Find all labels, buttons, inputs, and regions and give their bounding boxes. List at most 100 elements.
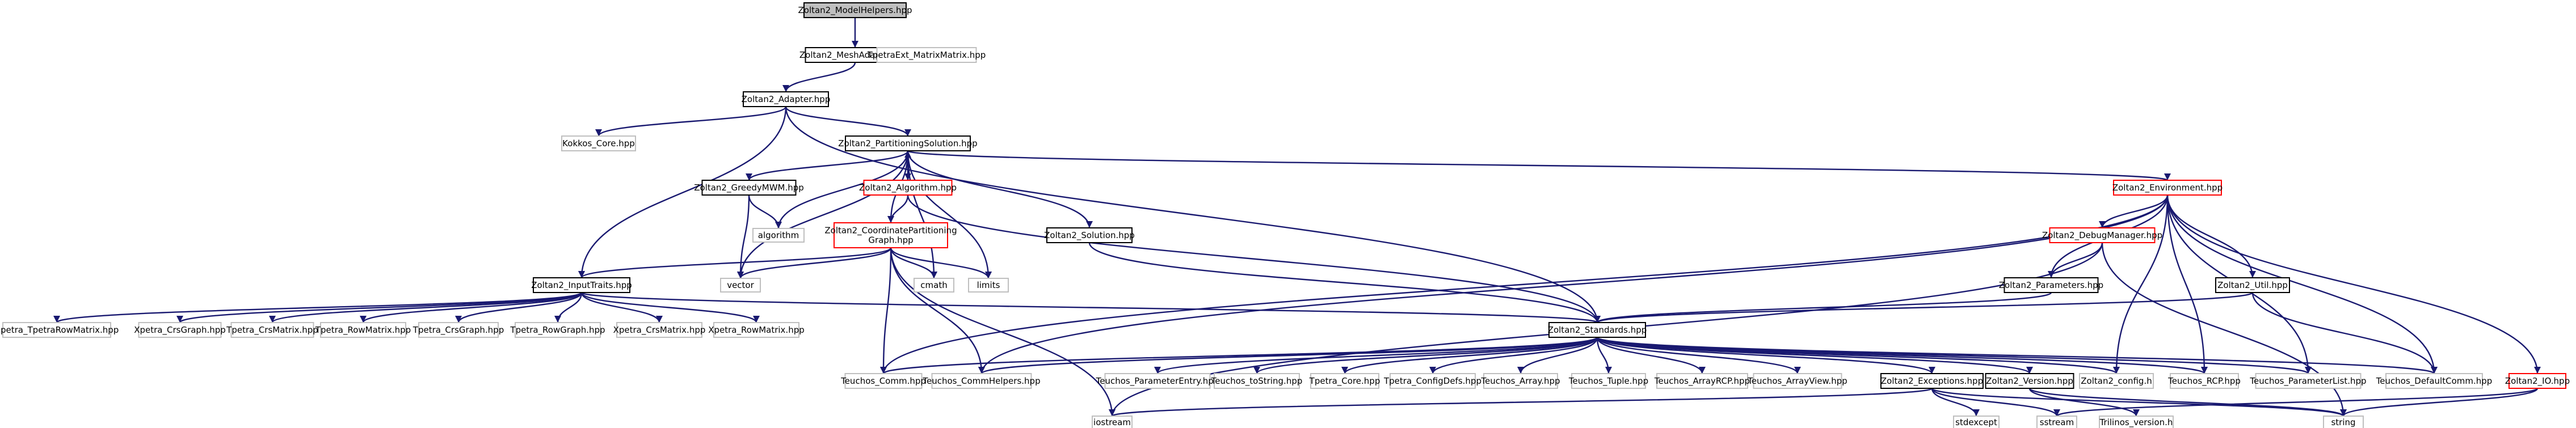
node-parameters[interactable]: Zoltan2_Parameters.hpp (1999, 277, 2103, 293)
node-config: Zoltan2_config.h (2079, 373, 2154, 389)
node-label: Teuchos_Tuple.hpp (1568, 376, 1648, 387)
node-box (1046, 227, 1133, 243)
node-standards[interactable]: Zoltan2_Standards.hpp (1548, 322, 1647, 338)
node-box (1390, 373, 1476, 389)
node-label: Tpetra_CrsGraph.hpp (413, 325, 504, 336)
node-box (2079, 373, 2154, 389)
node-box (803, 2, 907, 18)
dependency-edge (746, 150, 909, 181)
node-box (230, 322, 314, 338)
node-box (720, 278, 761, 293)
node-label: algorithm (758, 230, 799, 240)
node-label: Zoltan2_GreedyMWM.hpp (694, 183, 804, 193)
node-label: limits (977, 280, 1000, 290)
node-algorithm: algorithm (752, 228, 805, 243)
dependency-edge (554, 292, 583, 323)
dependency-edge (907, 150, 992, 279)
node-solution[interactable]: Zoltan2_Solution.hpp (1044, 227, 1135, 243)
dependency-edge (1931, 388, 1980, 417)
dependency-edge (1109, 387, 1933, 417)
dependency-edge (890, 247, 992, 279)
node-label: Zoltan2_Parameters.hpp (1999, 280, 2103, 291)
node-box (2385, 373, 2483, 389)
dependency-edge (2166, 194, 2438, 374)
dependency-edge (578, 247, 892, 279)
dependency-edge (455, 292, 583, 323)
dependency-edge (737, 247, 892, 279)
node-version[interactable]: Zoltan2_Version.hpp (1985, 373, 2074, 389)
node-box (1571, 373, 1646, 389)
node-label: Zoltan2_Version.hpp (1986, 376, 2073, 387)
node-box (863, 180, 953, 196)
dependency-edge (1596, 336, 2438, 375)
node-io[interactable]: Zoltan2_IO.hpp (2505, 373, 2570, 389)
node-box (845, 135, 971, 151)
node-label: stdexcept (1955, 417, 1997, 427)
node-stdexcept: stdexcept (1953, 416, 2000, 428)
dependency-edge (360, 292, 583, 323)
node-paramentry: Teuchos_ParameterEntry.hpp (1096, 373, 1219, 389)
node-t-rowm: Tpetra_RowMatrix.hpp (315, 322, 411, 338)
node-iostream: iostream (1092, 416, 1133, 428)
dependency-edge (2340, 388, 2539, 417)
node-label: Teuchos_Comm.hpp (840, 376, 926, 387)
node-exceptions[interactable]: Zoltan2_Exceptions.hpp (1880, 373, 1984, 389)
node-label: Tpetra_ConfigDefs.hpp (1383, 376, 1481, 387)
edge-layer (53, 17, 2541, 417)
dependency-edge (176, 291, 583, 324)
dependency-edge (1429, 337, 1598, 374)
node-x-rowm: Xpetra_RowMatrix.hpp (708, 322, 805, 338)
node-box (1880, 373, 1984, 389)
node-box (1548, 322, 1646, 338)
node-box (533, 277, 630, 293)
node-cmath: cmath (914, 278, 954, 293)
dependency-edge (2113, 194, 2169, 374)
dependency-edge (2251, 292, 2438, 374)
dependency-edge (907, 150, 1093, 228)
node-vector: vector (720, 278, 761, 293)
node-algorithm-h[interactable]: Zoltan2_Algorithm.hpp (859, 180, 957, 196)
dependency-edge (1253, 337, 1598, 374)
dependency-edge (269, 291, 583, 324)
node-box (701, 180, 797, 196)
node-box (2049, 227, 2156, 243)
node-arrayrcp: Teuchos_ArrayRCP.hpp (1654, 373, 1750, 389)
node-rcp: Teuchos_RCP.hpp (2167, 373, 2241, 389)
node-inputtraits[interactable]: Zoltan2_InputTraits.hpp (531, 277, 632, 293)
node-label: Zoltan2_config.h (2081, 376, 2152, 387)
node-x-tcrs: Xpetra_TpetraRowMatrix.hpp (0, 322, 119, 338)
dependency-edge (782, 62, 856, 92)
dependency-edge (890, 247, 937, 279)
node-box (616, 322, 702, 338)
node-environment[interactable]: Zoltan2_Environment.hpp (2112, 180, 2223, 196)
node-debugmgr[interactable]: Zoltan2_DebugManager.hpp (2042, 227, 2162, 243)
node-util[interactable]: Zoltan2_Util.hpp (2215, 277, 2290, 293)
node-label: Zoltan2_Standards.hpp (1548, 325, 1647, 336)
dependency-edge (907, 150, 2170, 181)
node-trilinos: Trilinos_version.h (2099, 416, 2174, 428)
dependency-edge (2028, 387, 2347, 417)
node-label: Zoltan2_Environment.hpp (2112, 183, 2223, 193)
node-label: cmath (920, 280, 947, 290)
node-label: Tpetra_RowMatrix.hpp (315, 325, 411, 336)
node-tpetraext: TpetraExt_MatrixMatrix.hpp (867, 47, 986, 63)
node-box (713, 322, 799, 338)
node-tostring: Teuchos_toString.hpp (1211, 373, 1302, 389)
node-modelhelpers[interactable]: Zoltan2_ModelHelpers.hpp (798, 2, 912, 18)
node-partsol[interactable]: Zoltan2_PartitioningSolution.hpp (838, 135, 978, 151)
node-label: Tpetra_RowGraph.hpp (510, 325, 605, 336)
node-label: Teuchos_ArrayView.hpp (1747, 376, 1847, 387)
node-greedy[interactable]: Zoltan2_GreedyMWM.hpp (694, 180, 804, 196)
node-label: Graph.hpp (868, 235, 913, 245)
dependency-edge (2166, 194, 2208, 374)
node-adapter[interactable]: Zoltan2_Adapter.hpp (742, 91, 831, 107)
node-label: Zoltan2_Solution.hpp (1044, 230, 1135, 241)
node-tcore: Tpetra_Core.hpp (1309, 373, 1380, 389)
node-box (2508, 373, 2566, 389)
node-box (138, 322, 222, 338)
dependency-edge (775, 150, 909, 229)
node-box (834, 222, 948, 248)
